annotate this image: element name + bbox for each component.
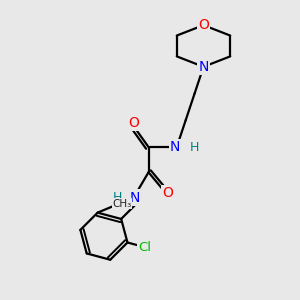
Text: N: N: [130, 190, 140, 205]
Text: CH₃: CH₃: [112, 199, 132, 209]
Text: O: O: [162, 186, 173, 200]
Text: H: H: [190, 140, 199, 154]
Text: N: N: [170, 140, 181, 154]
Text: Cl: Cl: [138, 242, 151, 254]
Text: H: H: [112, 191, 122, 204]
Text: O: O: [198, 18, 209, 32]
Text: N: N: [198, 60, 209, 74]
Text: O: O: [128, 116, 139, 130]
